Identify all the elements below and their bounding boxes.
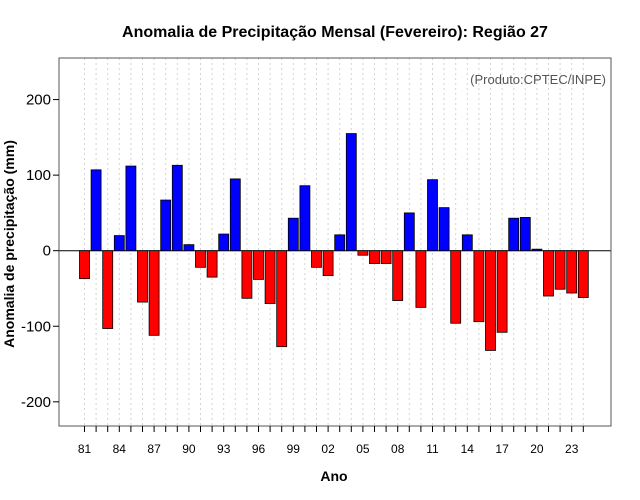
x-tick-label: 84	[113, 442, 127, 456]
y-axis-label: Anomalia de precipitação (mm)	[1, 140, 17, 348]
bar-1985	[125, 165, 137, 252]
bar-2000	[299, 185, 311, 252]
bar-1994	[229, 178, 241, 252]
bar-2022	[554, 250, 566, 290]
bar-1982	[90, 169, 102, 252]
bar-2005	[357, 250, 369, 256]
x-tick-label: 23	[565, 442, 579, 456]
bar-2021	[543, 250, 554, 297]
x-tick-label: 87	[147, 442, 161, 456]
bar-2023	[566, 250, 578, 294]
x-tick-label: 81	[78, 442, 92, 456]
bar-2009	[403, 212, 415, 252]
bar-1989	[171, 164, 183, 252]
x-tick-label: 02	[321, 442, 335, 456]
bar-1993	[218, 233, 230, 252]
y-axis: -200 -100 0 100 200	[21, 92, 59, 411]
product-credit: (Produto:CPTEC/INPE)	[470, 72, 606, 87]
bar-1988	[160, 199, 172, 252]
bar-2015	[473, 250, 485, 323]
bar-1992	[206, 250, 218, 278]
x-tick-label: 14	[461, 442, 475, 456]
bar-1987	[148, 250, 160, 336]
bar-2006	[369, 250, 380, 264]
bar-2024	[577, 250, 589, 298]
bar-2019	[519, 217, 531, 252]
x-tick-label: 93	[217, 442, 231, 456]
y-tick-label: 200	[26, 92, 51, 109]
x-tick-label: 08	[391, 442, 405, 456]
bar-2010	[415, 250, 427, 308]
x-tick-label: 90	[182, 442, 196, 456]
x-tick-label: 17	[495, 442, 509, 456]
bar-2011	[427, 179, 438, 252]
bar-2016	[485, 250, 496, 351]
bar-1996	[253, 250, 264, 280]
bar-1998	[276, 250, 288, 348]
bar-2020	[531, 248, 543, 252]
y-tick-label: 100	[26, 167, 51, 184]
y-tick-label: 0	[43, 243, 51, 260]
x-tick-label: 05	[356, 442, 370, 456]
bar-1999	[287, 217, 299, 252]
bar-2014	[461, 234, 473, 252]
bar-1995	[241, 250, 253, 299]
x-axis: 81 84 87 90 93 96 99 02 05 08 11 14 17 20 23	[78, 426, 584, 456]
x-tick-label: 96	[252, 442, 266, 456]
y-tick-label: -200	[21, 394, 51, 411]
y-tick-label: -100	[21, 318, 51, 335]
vertical-gridlines	[84, 58, 584, 426]
bar-2001	[311, 250, 322, 268]
bar-1981	[79, 250, 90, 280]
bar-2002	[322, 250, 334, 277]
bar-2007	[380, 250, 392, 264]
bar-2008	[392, 250, 404, 301]
bar-2013	[450, 250, 462, 324]
x-axis-label: Ano	[320, 468, 347, 484]
x-tick-label: 99	[287, 442, 301, 456]
bar-1990	[183, 244, 195, 252]
chart-title: Anomalia de Precipitação Mensal (Feverei…	[122, 24, 548, 41]
bar-2018	[508, 217, 520, 252]
x-tick-label: 20	[530, 442, 544, 456]
bar-1997	[264, 250, 276, 304]
plot-frame	[58, 57, 612, 427]
bar-2012	[438, 207, 450, 252]
bar-2017	[496, 250, 508, 333]
bar-2003	[334, 234, 346, 252]
bar-1983	[102, 250, 114, 329]
bar-1991	[195, 250, 206, 268]
bar-1984	[113, 235, 125, 252]
bar-1986	[137, 250, 148, 303]
bar-series	[79, 133, 589, 351]
x-tick-label: 11	[426, 442, 439, 456]
bar-2004	[345, 133, 357, 252]
